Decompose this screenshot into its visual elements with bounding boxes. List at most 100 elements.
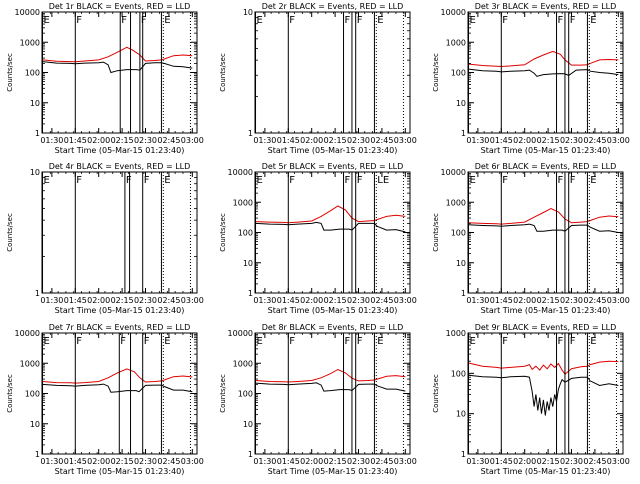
x-axis-title: Start Time (05-Mar-15 01:23:40) (481, 306, 611, 315)
x-tick-label: 01:45 (490, 457, 513, 466)
series-events (42, 61, 193, 74)
y-tick-label: 1 (35, 129, 40, 138)
panel-title: Det 8r BLACK = Events, RED = LLD (262, 323, 404, 332)
x-tick-label: 01:45 (277, 136, 300, 145)
series-events (42, 383, 193, 393)
x-tick-label: 02:30 (347, 136, 370, 145)
x-tick-label: 01:45 (64, 296, 87, 305)
y-tick-label: 1 (35, 289, 40, 298)
panel-title: Det 1r BLACK = Events, RED = LLD (49, 2, 191, 11)
x-tick-label: 02:45 (583, 296, 606, 305)
x-tick-label: 02:15 (111, 457, 134, 466)
y-tick-label: 1000 (446, 38, 466, 47)
y-axis-title: Counts/sec (432, 53, 440, 92)
y-axis-title: Counts/sec (6, 213, 14, 252)
plot-frame (41, 171, 198, 294)
marker-label: E (377, 15, 383, 26)
y-tick-label: 1000 (20, 38, 40, 47)
y-tick-label: 1000 (233, 359, 253, 368)
y-axis-title: Counts/sec (219, 374, 227, 413)
marker-label: F (345, 15, 351, 26)
marker-label: F (76, 336, 82, 347)
x-tick-label: 03:00 (394, 457, 417, 466)
x-axis-title: Start Time (05-Mar-15 01:23:40) (55, 146, 185, 155)
marker-label: F (345, 175, 351, 186)
marker-label: F (76, 175, 82, 186)
x-tick-label: 02:45 (583, 136, 606, 145)
y-tick-label: 10 (30, 99, 40, 108)
marker-label: LE (377, 175, 389, 186)
x-tick-label: 01:30 (40, 296, 63, 305)
y-axis-title: Counts/sec (219, 53, 227, 92)
y-tick-label: 10 (456, 99, 466, 108)
series-lld (255, 368, 406, 383)
marker-label: F (289, 336, 295, 347)
x-tick-label: 02:30 (347, 457, 370, 466)
marker-label: F (502, 175, 508, 186)
x-tick-label: 01:30 (466, 457, 489, 466)
series-events (468, 68, 619, 77)
series-events (255, 382, 406, 392)
x-tick-label: 02:45 (370, 457, 393, 466)
marker-label: F (357, 15, 363, 26)
marker-label: F (558, 15, 564, 26)
y-tick-label: 10000 (15, 329, 40, 338)
x-tick-label: 02:00 (300, 457, 323, 466)
panel-title: Det 9r BLACK = Events, RED = LLD (475, 323, 617, 332)
panel-title: Det 2r BLACK = Events, RED = LLD (262, 2, 404, 11)
marker-label: F (558, 175, 564, 186)
x-tick-label: 01:30 (253, 136, 276, 145)
y-tick-label: 100 (25, 390, 40, 399)
y-tick-label: 1000 (20, 359, 40, 368)
x-axis-title: Start Time (05-Mar-15 01:23:40) (481, 467, 611, 476)
x-tick-label: 02:15 (324, 296, 347, 305)
panel-det-7r: Det 7r BLACK = Events, RED = LLD E F F F E 1 10… (6, 323, 204, 476)
x-tick-label: 02:00 (87, 457, 110, 466)
x-tick-label: 02:30 (560, 457, 583, 466)
y-tick-label: 1000 (233, 198, 253, 207)
marker-label: E (44, 15, 50, 26)
y-tick-label: 1 (248, 289, 253, 298)
marker-label: F (357, 336, 363, 347)
panel-det-4r: Det 4r BLACK = Events, RED = LLD E F F F E 1 10… (6, 162, 204, 315)
x-tick-label: 03:00 (607, 296, 630, 305)
panel-det-1r: Det 1r BLACK = Events, RED = LLD E F F F E 1 10… (6, 2, 204, 155)
marker-label: E (164, 336, 170, 347)
x-tick-label: 02:30 (134, 296, 157, 305)
y-tick-label: 10 (243, 420, 253, 429)
x-tick-label: 02:00 (513, 296, 536, 305)
marker-label: E (590, 336, 596, 347)
x-tick-label: 03:00 (181, 296, 204, 305)
y-tick-label: 100 (451, 229, 466, 238)
y-axis-title: Counts/sec (6, 374, 14, 413)
y-tick-label: 10000 (441, 168, 466, 177)
series-lld (42, 46, 193, 63)
series-events (468, 374, 619, 416)
x-tick-label: 02:00 (87, 296, 110, 305)
x-tick-label: 01:45 (64, 136, 87, 145)
marker-label: E (164, 175, 170, 186)
y-axis-title: Counts/sec (219, 213, 227, 252)
x-tick-label: 03:00 (394, 296, 417, 305)
y-tick-label: 1000 (446, 329, 466, 338)
x-axis-title: Start Time (05-Mar-15 01:23:40) (55, 467, 185, 476)
y-tick-label: 100 (238, 229, 253, 238)
y-tick-label: 10000 (441, 8, 466, 17)
marker-label: E (470, 336, 476, 347)
x-tick-label: 01:45 (277, 296, 300, 305)
x-tick-label: 03:00 (181, 457, 204, 466)
x-tick-label: 02:15 (537, 457, 560, 466)
y-tick-label: 100 (451, 369, 466, 378)
plot-frame (41, 11, 198, 134)
x-tick-label: 02:30 (134, 136, 157, 145)
x-tick-label: 03:00 (394, 136, 417, 145)
x-tick-label: 02:45 (370, 296, 393, 305)
x-axis-title: Start Time (05-Mar-15 01:23:40) (268, 146, 398, 155)
x-tick-label: 02:15 (537, 296, 560, 305)
y-tick-label: 10 (456, 259, 466, 268)
marker-label: E (257, 175, 263, 186)
y-tick-label: 1 (248, 129, 253, 138)
series-lld (42, 368, 193, 384)
